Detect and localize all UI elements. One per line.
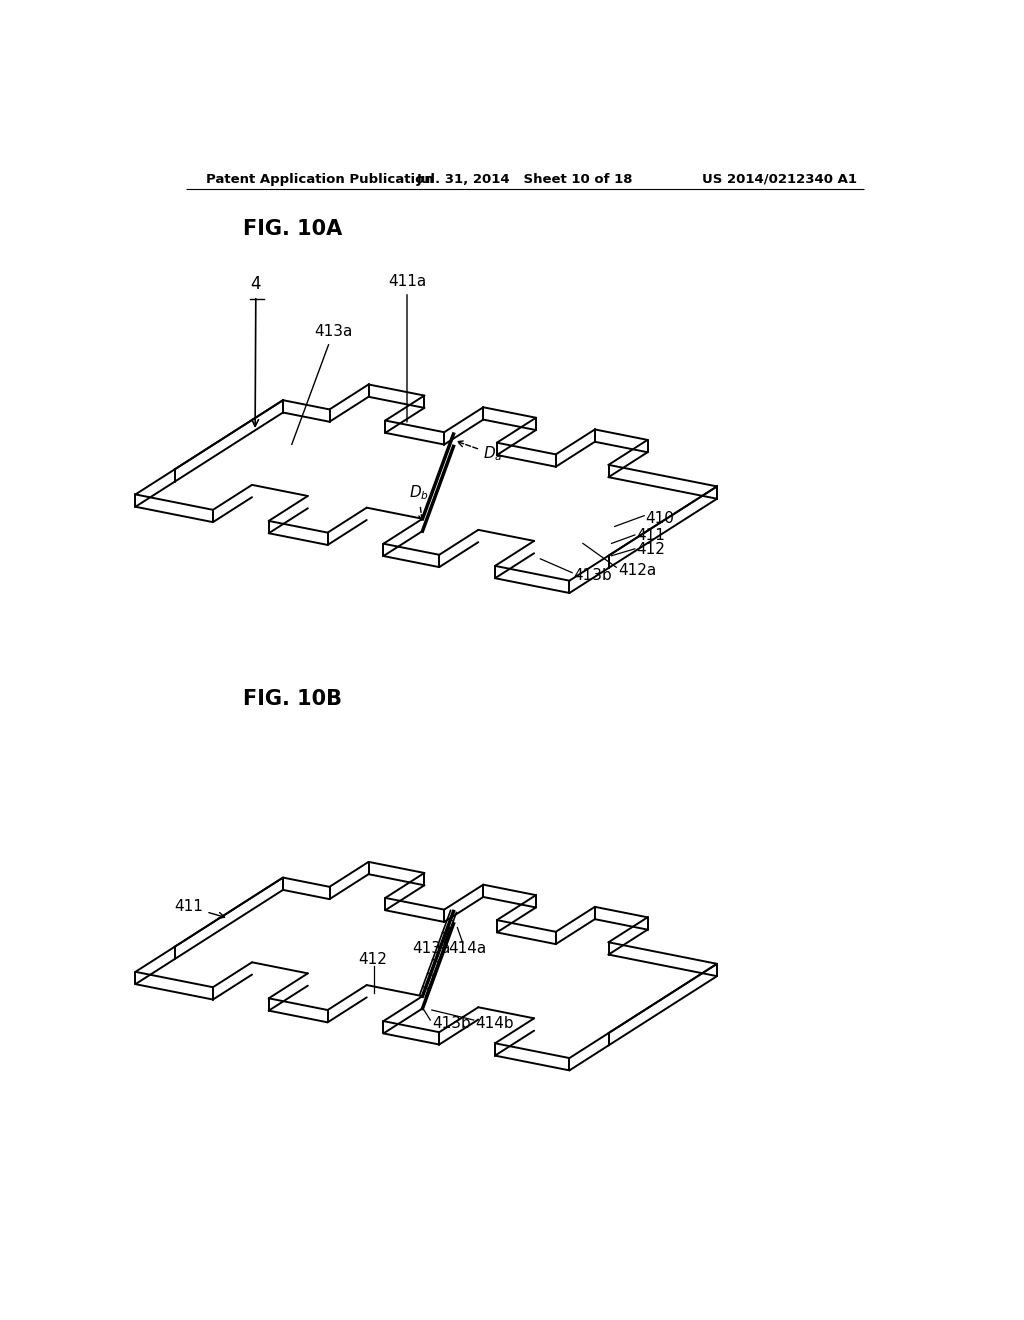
Text: 414b: 414b (475, 1016, 514, 1031)
Text: 414a: 414a (449, 941, 486, 956)
Text: 411: 411 (636, 528, 666, 544)
Text: $D_b$: $D_b$ (409, 483, 429, 520)
Text: 411: 411 (174, 899, 224, 919)
Text: US 2014/0212340 A1: US 2014/0212340 A1 (701, 173, 856, 186)
Text: 412: 412 (636, 543, 666, 557)
Text: 413a: 413a (413, 941, 451, 956)
Text: FIG. 10A: FIG. 10A (243, 219, 342, 239)
Text: 410: 410 (646, 511, 675, 527)
Text: 413b: 413b (432, 1016, 471, 1031)
Text: Jul. 31, 2014   Sheet 10 of 18: Jul. 31, 2014 Sheet 10 of 18 (417, 173, 633, 186)
Text: 4: 4 (251, 275, 261, 426)
Text: 412: 412 (358, 953, 387, 968)
Text: Patent Application Publication: Patent Application Publication (206, 173, 433, 186)
Text: $D_a$: $D_a$ (458, 441, 503, 463)
Text: FIG. 10B: FIG. 10B (243, 689, 342, 709)
Text: 413b: 413b (573, 568, 612, 583)
Text: 413a: 413a (292, 325, 352, 445)
Text: 412a: 412a (617, 562, 656, 578)
Text: 411a: 411a (388, 275, 426, 422)
